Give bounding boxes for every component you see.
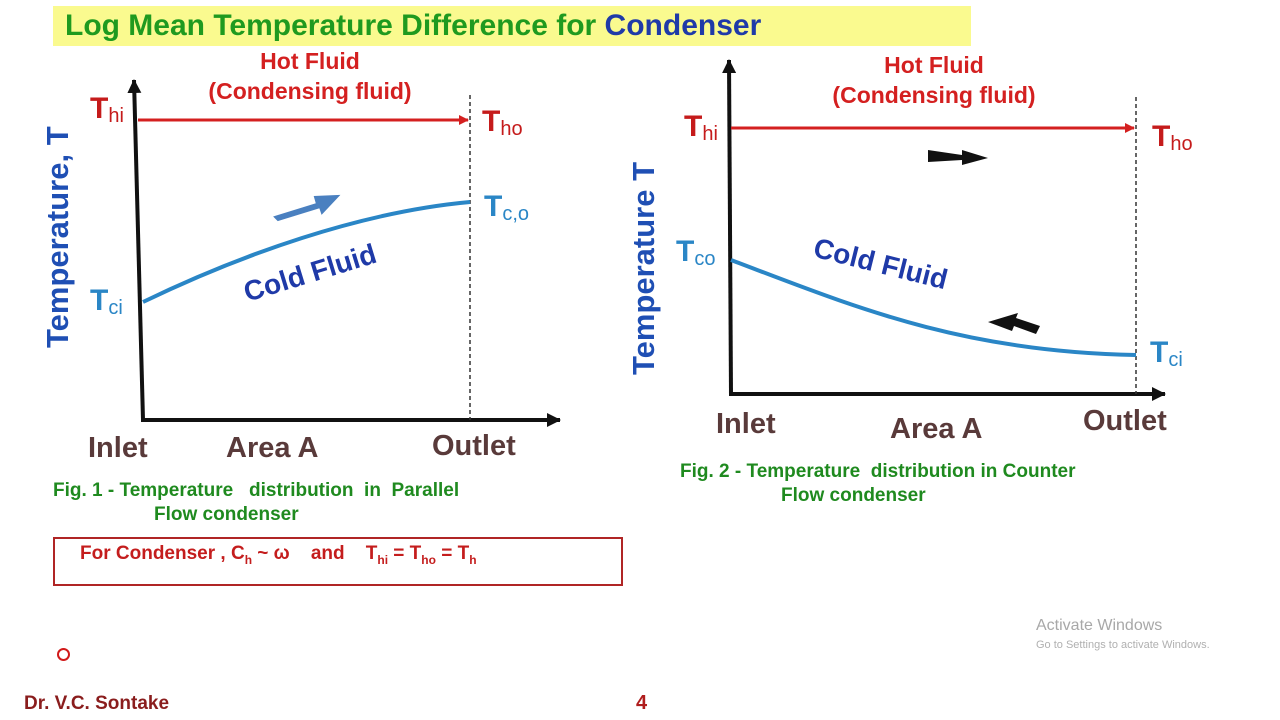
fig1-y-axis-label: Temperature, T (40, 126, 75, 348)
condenser-condition-box (53, 537, 623, 586)
fig1-caption-line2: Flow condenser (154, 504, 299, 525)
page-number: 4 (636, 692, 648, 714)
fig1-cold-fluid-curve (142, 200, 471, 304)
fig2-area-label: Area A (890, 413, 983, 445)
fig2-hot-fluid-line1: Hot Fluid (884, 52, 984, 78)
fig2-caption-line1: Fig. 2 - Temperature distribution in Cou… (680, 461, 1076, 482)
fig2-y-axis (722, 59, 737, 396)
fig1-hot-fluid-line1: Hot Fluid (260, 48, 360, 74)
fig1-caption-line1: Fig. 1 - Temperature distribution in Par… (53, 480, 460, 501)
fig1-t-ho-label: Tho (482, 105, 523, 140)
fig1-hot-fluid-line2: (Condensing fluid) (208, 78, 412, 104)
fig2-t-hi-label: Thi (684, 110, 718, 145)
fig2-t-co-label: Tco (676, 235, 716, 270)
fig2-caption: Fig. 2 - Temperature distribution in Cou… (680, 460, 1076, 508)
fig1-diagram (127, 79, 561, 427)
fig1-inlet-label: Inlet (88, 432, 148, 464)
cursor-indicator (57, 648, 70, 661)
fig1-outlet-label: Outlet (432, 430, 516, 462)
fig2-hot-fluid-label: Hot Fluid (Condensing fluid) (804, 50, 1064, 110)
fig2-cold-fluid-curve (730, 258, 1137, 357)
fig1-t-co-label: Tc,o (484, 190, 530, 225)
fig2-y-axis-label: Temperature T (626, 161, 661, 375)
fig1-y-axis (127, 79, 145, 421)
title-accent: Condenser (604, 9, 762, 42)
condenser-condition-text: For Condenser , Ch ~ ω and Thi = Tho = T… (80, 543, 477, 567)
fig1-t-hi-label: Thi (90, 92, 124, 127)
author-footer: Dr. V.C. Sontake (24, 693, 170, 714)
fig1-area-label: Area A (226, 432, 319, 464)
fig1-t-ci-label: Tci (90, 284, 123, 319)
fig2-t-ho-label: Tho (1152, 120, 1193, 155)
activate-windows-subtext: Go to Settings to activate Windows. (1036, 639, 1210, 651)
fig1-hot-fluid-label: Hot Fluid (Condensing fluid) (180, 46, 440, 106)
fig1-flow-arrow (273, 194, 341, 222)
fig1-caption: Fig. 1 - Temperature distribution in Par… (53, 479, 459, 527)
activate-windows-watermark: Activate Windows (1036, 617, 1163, 634)
fig2-caption-line2: Flow condenser (781, 485, 926, 506)
fig2-diagram (722, 59, 1166, 401)
fig2-inlet-label: Inlet (716, 408, 776, 440)
slide-title: Log Mean Temperature Difference for Cond… (65, 9, 762, 42)
fig2-t-ci-label: Tci (1150, 336, 1183, 371)
fig2-hot-flow-arrow (928, 150, 988, 165)
fig2-hot-fluid-line2: (Condensing fluid) (832, 82, 1036, 108)
fig2-outlet-label: Outlet (1083, 405, 1167, 437)
fig2-cold-flow-arrow (988, 313, 1040, 334)
title-banner (53, 6, 971, 46)
